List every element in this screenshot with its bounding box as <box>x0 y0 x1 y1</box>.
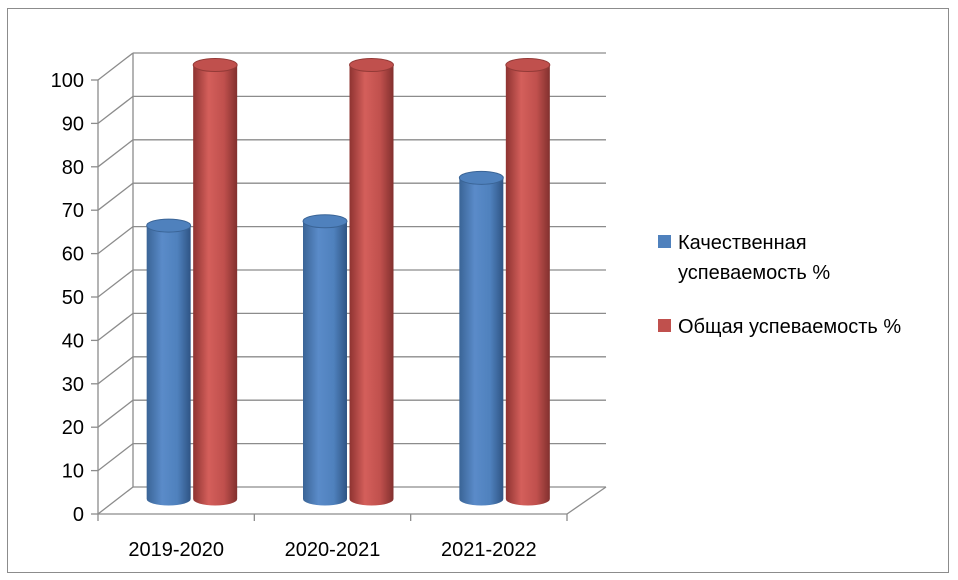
legend-item: Качественная успеваемость % <box>658 232 830 284</box>
bar-quality-2021-2022 <box>458 170 504 506</box>
side-wall-gridline <box>97 399 134 428</box>
side-wall-gridline <box>97 95 134 124</box>
y-tick-label: 80 <box>62 157 84 179</box>
floor-right-edge <box>566 486 607 515</box>
bar-quality-2020-2021 <box>302 214 348 506</box>
bar-body <box>349 65 394 506</box>
y-tick-label: 30 <box>62 374 84 396</box>
side-wall-gridline <box>97 486 134 515</box>
bar-top <box>192 58 238 72</box>
bar-top <box>302 214 348 229</box>
bars-layer <box>146 58 551 506</box>
legend-label: Общая успеваемость % <box>678 316 901 338</box>
y-tick-label: 60 <box>62 244 84 266</box>
bar-top <box>349 58 394 72</box>
y-tick-label: 90 <box>62 113 84 135</box>
category-labels: 2019-2020 2020-2021 2021-2022 <box>128 539 536 561</box>
x-category-label: 2020-2021 <box>285 539 381 561</box>
y-tick-label: 50 <box>62 287 84 309</box>
y-tick-labels: 0 10 20 30 40 50 60 70 80 90 100 <box>51 70 84 526</box>
bar-body <box>193 65 238 506</box>
bar-top <box>458 170 504 185</box>
y-tick-label: 10 <box>62 461 84 483</box>
y-tick-label: 70 <box>62 200 84 222</box>
y-tick-label: 40 <box>62 330 84 352</box>
legend: Качественная успеваемость % Общая успеваем… <box>658 232 901 338</box>
bar-body <box>146 225 191 506</box>
legend-swatch <box>658 235 671 248</box>
x-category-label: 2021-2022 <box>441 539 537 561</box>
bar-quality-2019-2020 <box>146 218 192 506</box>
legend-label: успеваемость % <box>678 262 830 284</box>
bar-overall-2020-2021 <box>349 58 394 506</box>
bar-overall-2021-2022 <box>505 58 551 506</box>
bar-top <box>505 58 551 72</box>
side-wall-gridline <box>97 182 134 211</box>
side-wall-gridline <box>97 356 134 385</box>
bar-body <box>459 177 504 506</box>
side-wall-gridline <box>97 443 134 472</box>
side-wall-gridline <box>97 139 134 168</box>
side-wall-gridline <box>97 312 134 341</box>
bar-overall-2019-2020 <box>192 58 238 506</box>
bar-body <box>505 65 550 506</box>
side-wall-gridline <box>97 226 134 255</box>
bar-top <box>146 218 192 233</box>
legend-label: Качественная <box>678 232 807 254</box>
legend-swatch <box>658 319 671 332</box>
y-tick-label: 100 <box>51 70 84 92</box>
side-wall-gridline <box>97 269 134 298</box>
legend-item: Общая успеваемость % <box>658 316 901 338</box>
y-tick-label: 20 <box>62 417 84 439</box>
y-tick-label: 0 <box>73 504 84 526</box>
side-wall-gridline <box>97 52 134 81</box>
bar-body <box>303 221 347 506</box>
x-category-label: 2019-2020 <box>128 539 224 561</box>
